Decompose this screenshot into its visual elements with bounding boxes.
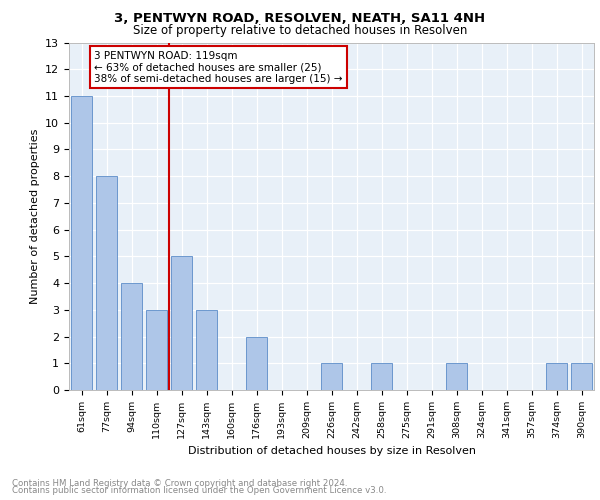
Text: Contains HM Land Registry data © Crown copyright and database right 2024.: Contains HM Land Registry data © Crown c… bbox=[12, 478, 347, 488]
Bar bbox=[96, 176, 117, 390]
Bar bbox=[246, 336, 267, 390]
X-axis label: Distribution of detached houses by size in Resolven: Distribution of detached houses by size … bbox=[187, 446, 476, 456]
Text: Contains public sector information licensed under the Open Government Licence v3: Contains public sector information licen… bbox=[12, 486, 386, 495]
Bar bbox=[71, 96, 92, 390]
Bar bbox=[171, 256, 192, 390]
Bar bbox=[446, 364, 467, 390]
Bar bbox=[321, 364, 342, 390]
Bar bbox=[146, 310, 167, 390]
Bar bbox=[121, 283, 142, 390]
Text: 3, PENTWYN ROAD, RESOLVEN, NEATH, SA11 4NH: 3, PENTWYN ROAD, RESOLVEN, NEATH, SA11 4… bbox=[115, 12, 485, 26]
Text: Size of property relative to detached houses in Resolven: Size of property relative to detached ho… bbox=[133, 24, 467, 37]
Bar bbox=[571, 364, 592, 390]
Bar bbox=[371, 364, 392, 390]
Bar bbox=[196, 310, 217, 390]
Y-axis label: Number of detached properties: Number of detached properties bbox=[29, 128, 40, 304]
Text: 3 PENTWYN ROAD: 119sqm
← 63% of detached houses are smaller (25)
38% of semi-det: 3 PENTWYN ROAD: 119sqm ← 63% of detached… bbox=[94, 50, 343, 84]
Bar bbox=[546, 364, 567, 390]
